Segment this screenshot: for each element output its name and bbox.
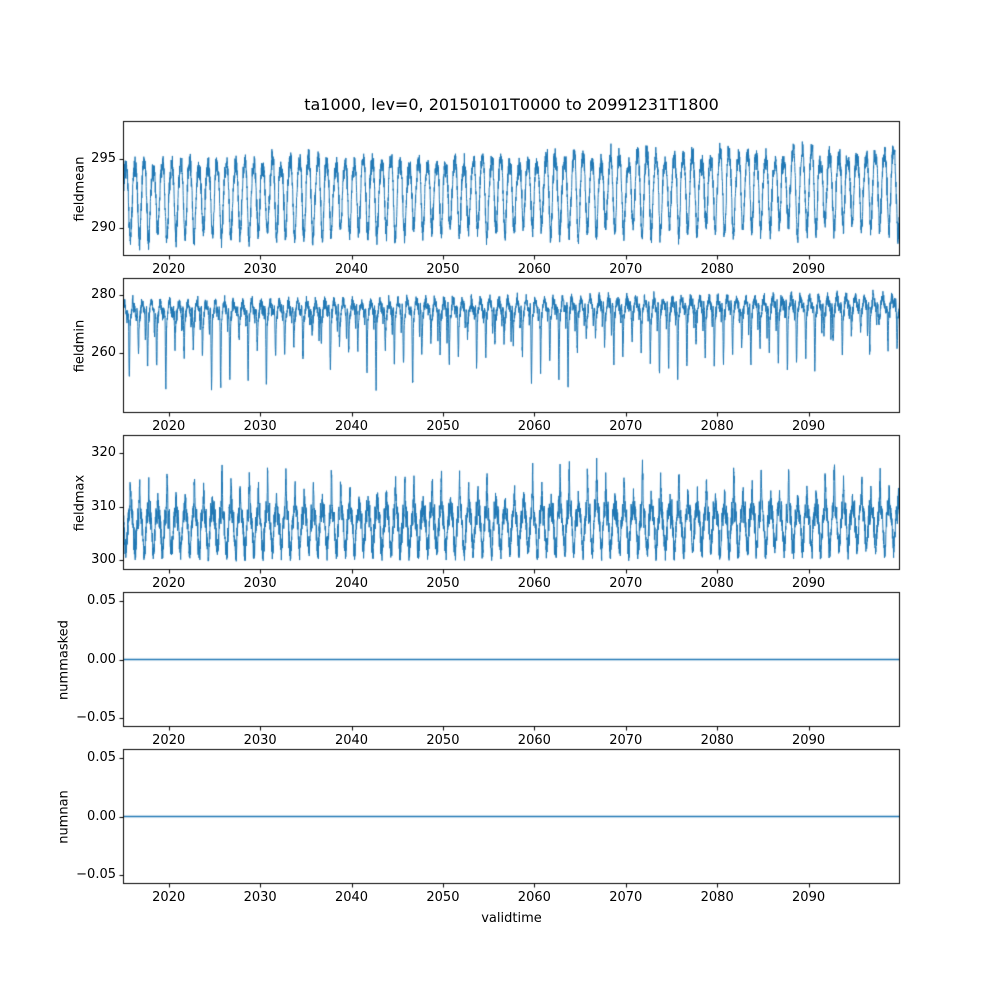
x-tick-label: 2080 <box>700 890 734 905</box>
y-tick-label: 0.05 <box>87 749 116 765</box>
subplot-canvas-nummasked <box>115 584 908 735</box>
subplot-canvas-numnan <box>115 741 908 892</box>
y-tick-label: 295 <box>91 150 116 166</box>
x-axis-label: validtime <box>481 911 542 926</box>
y-axis-label-fieldmin: fieldmin <box>72 319 88 372</box>
x-tick-label: 2050 <box>426 890 460 905</box>
y-tick-label: −0.05 <box>76 710 116 726</box>
y-axis-label-fieldmean: fieldmean <box>72 156 88 221</box>
y-axis-label-nummasked: nummasked <box>56 619 72 700</box>
y-tick-label: 300 <box>91 552 116 568</box>
y-tick-label: 310 <box>91 498 116 514</box>
subplot-canvas-fieldmean <box>115 113 908 264</box>
y-tick-label: 0.00 <box>87 808 116 824</box>
y-tick-label: 280 <box>91 286 116 302</box>
x-tick-label: 2040 <box>334 890 369 905</box>
y-tick-label: 0.00 <box>87 651 116 667</box>
y-axis-label-numnan: numnan <box>56 789 72 844</box>
x-tick-label: 2090 <box>792 890 826 905</box>
x-tick-label: 2060 <box>517 890 551 905</box>
x-tick-label: 2030 <box>243 890 277 905</box>
y-tick-label: 260 <box>91 345 116 361</box>
y-tick-label: −0.05 <box>76 867 116 883</box>
y-tick-label: 0.05 <box>87 592 116 608</box>
subplot-canvas-fieldmin <box>115 270 908 421</box>
y-axis-label-fieldmax: fieldmax <box>72 474 88 531</box>
subplot-canvas-fieldmax <box>115 427 908 578</box>
y-tick-label: 290 <box>91 220 116 236</box>
figure-title: ta1000, lev=0, 20150101T0000 to 20991231… <box>304 95 719 114</box>
x-tick-label: 2020 <box>152 890 186 905</box>
x-tick-label: 2070 <box>609 890 643 905</box>
y-tick-label: 320 <box>91 445 116 461</box>
